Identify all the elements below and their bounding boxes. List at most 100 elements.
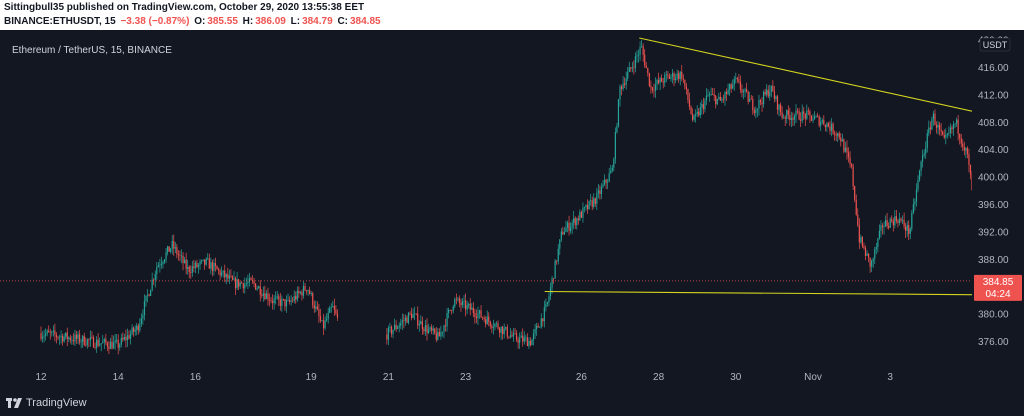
candle-body	[937, 124, 939, 128]
candle-body	[858, 225, 860, 243]
candle-body	[100, 343, 102, 345]
tradingview-logo-icon	[6, 398, 22, 408]
candle-body	[577, 218, 579, 221]
candle-body	[554, 260, 556, 279]
candle-body	[647, 67, 649, 74]
candle-body	[151, 279, 153, 291]
candle-body	[177, 254, 180, 256]
candle-body	[943, 134, 945, 138]
candle-body	[258, 286, 260, 289]
candle-body	[818, 116, 820, 126]
candle-body	[429, 327, 431, 330]
candle-body	[909, 228, 911, 234]
candle-body	[268, 299, 271, 301]
candle-body	[123, 336, 125, 340]
candle-body	[546, 302, 549, 305]
candle-body	[579, 211, 581, 221]
candle-body	[424, 325, 427, 332]
last-price-value: 384.85	[983, 277, 1014, 288]
candle-body	[292, 300, 294, 302]
candle-body	[602, 184, 604, 187]
candle-body	[420, 321, 422, 325]
candle-body	[398, 325, 400, 328]
currency-label: USDT	[983, 40, 1008, 50]
candle-body	[89, 337, 92, 341]
candle-body	[326, 319, 328, 321]
candle-body	[92, 337, 95, 348]
candle-body	[827, 123, 830, 127]
candle-body	[914, 201, 916, 205]
candle-body	[216, 266, 218, 270]
candle-body	[173, 240, 175, 249]
candle-body	[965, 148, 967, 151]
candle-body	[742, 91, 745, 93]
candle-body	[942, 131, 944, 135]
candle-body	[603, 179, 606, 185]
candle-body	[108, 346, 110, 349]
price-axis[interactable]	[972, 30, 1024, 392]
candle-body	[787, 110, 789, 115]
candle-body	[211, 262, 213, 271]
candle-body	[170, 248, 172, 252]
candle-body	[681, 71, 683, 79]
candle-body	[120, 337, 122, 345]
candle-body	[607, 181, 609, 183]
candle-body	[224, 270, 226, 278]
candle-body	[284, 299, 286, 307]
candle-body	[443, 325, 445, 332]
candle-body	[111, 341, 113, 349]
candle-body	[304, 286, 306, 291]
candle-body	[256, 288, 258, 290]
candle-body	[287, 299, 289, 301]
candle-body	[673, 73, 675, 81]
candle-body	[466, 305, 468, 310]
candle-body	[966, 148, 968, 155]
candle-body	[321, 320, 323, 321]
candle-body	[556, 260, 558, 262]
candle-body	[393, 324, 396, 331]
candle-body	[727, 89, 729, 94]
candle-body	[41, 336, 44, 339]
candle-body	[143, 301, 146, 316]
candle-body	[792, 117, 794, 120]
candle-body	[674, 78, 677, 81]
candle-body	[333, 306, 335, 310]
candle-body	[733, 78, 735, 85]
candle-body	[270, 300, 272, 302]
candle-body	[949, 127, 952, 133]
candle-body	[276, 296, 278, 298]
candle-body	[889, 219, 891, 228]
candle-body	[571, 222, 573, 228]
candle-body	[72, 339, 75, 342]
candle-body	[648, 73, 650, 86]
candle-body	[725, 92, 728, 94]
candle-body	[278, 296, 280, 300]
candle-body	[861, 237, 864, 247]
candle-body	[569, 227, 572, 231]
candle-body	[925, 147, 927, 154]
candle-body	[719, 96, 721, 101]
currency-badge[interactable]	[979, 37, 1011, 52]
candle-body	[60, 335, 62, 337]
chart-title: Ethereum / TetherUS, 15, BINANCE	[12, 45, 172, 56]
candle-body	[596, 192, 598, 204]
candle-body	[179, 255, 181, 256]
low-value: 384.79	[302, 16, 333, 27]
candle-body	[804, 113, 806, 119]
tradingview-logo[interactable]: TradingView	[6, 395, 87, 411]
candle-body	[51, 331, 53, 333]
candle-body	[784, 117, 786, 119]
candle-body	[690, 106, 692, 114]
candle-body	[253, 280, 255, 284]
candle-body	[279, 299, 281, 306]
candle-body	[395, 324, 397, 329]
candle-body	[600, 186, 603, 195]
x-axis: 12 14 16 19 21 23 26 28 30 Nov 3	[35, 372, 893, 383]
candle-body	[207, 258, 209, 259]
candle-body	[932, 113, 935, 120]
candle-body	[517, 339, 519, 343]
candle-body	[131, 327, 133, 334]
candle-body	[508, 336, 510, 338]
price-chart[interactable]: 420.00416.00412.00408.00404.00400.00396.…	[0, 30, 1024, 416]
candle-body	[437, 332, 439, 340]
